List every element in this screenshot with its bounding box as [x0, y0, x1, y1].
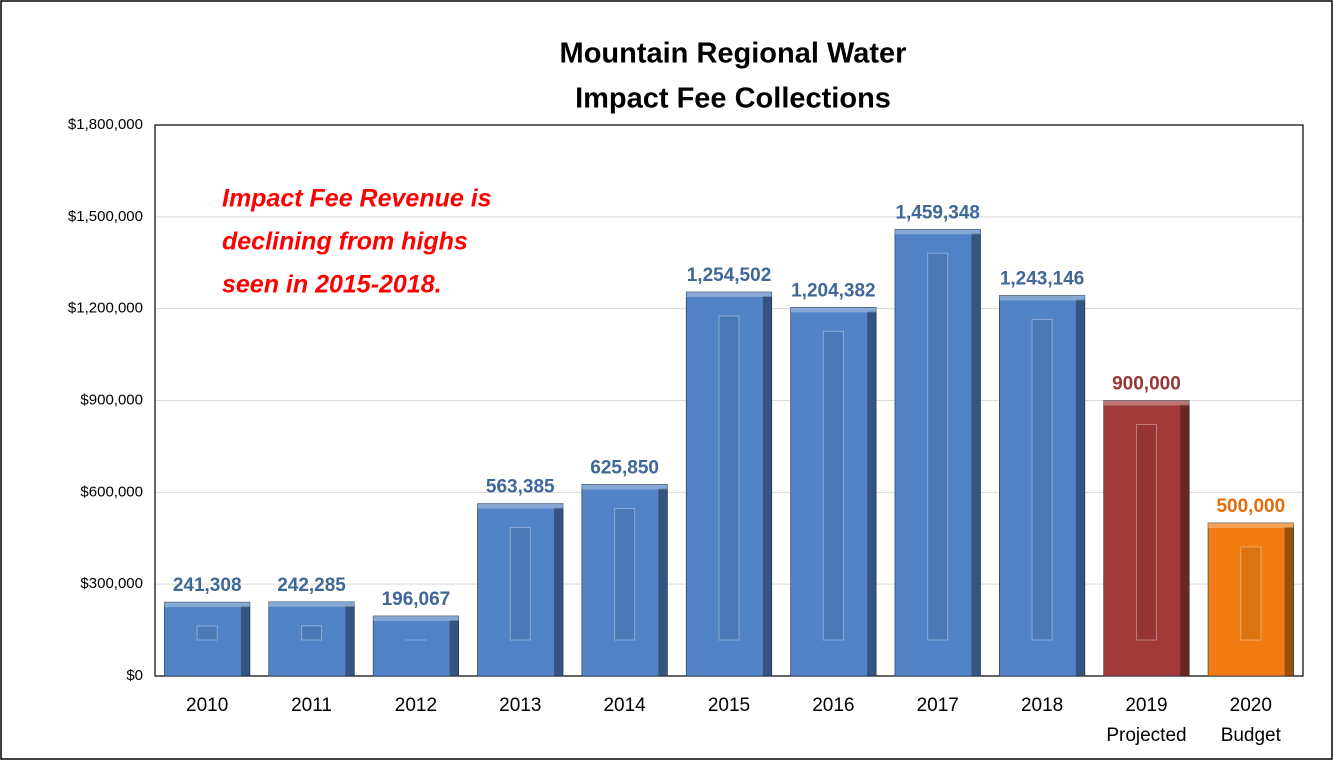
value-label: 1,254,502: [687, 265, 772, 286]
bar-bevel: [373, 615, 459, 621]
x-tick-label: 2020: [1230, 695, 1272, 716]
x-tick-label: Budget: [1221, 725, 1282, 746]
bar-bevel: [894, 229, 981, 235]
x-tick-label: 2010: [186, 695, 228, 716]
bar-bevel: [999, 295, 1085, 301]
bar-bevel: [927, 252, 949, 641]
x-tick-label: 2011: [291, 695, 332, 716]
x-tick-label: 2016: [812, 695, 854, 716]
annotation: seen in 2015-2018.: [222, 271, 442, 299]
value-label: 241,308: [173, 575, 242, 596]
bar-bevel: [509, 527, 531, 641]
chart-title: Mountain Regional Water: [560, 38, 907, 70]
bar: [372, 615, 459, 677]
y-tick-label: $1,500,000: [68, 208, 143, 225]
bar-bevel: [971, 233, 981, 677]
x-tick-label: 2019: [1125, 695, 1167, 716]
bar-bevel: [240, 606, 250, 676]
bar-bevel: [345, 605, 355, 676]
bar-bevel: [1240, 546, 1262, 641]
bar-bevel: [449, 619, 459, 676]
bar-bevel: [1180, 404, 1190, 676]
value-label: 900,000: [1112, 374, 1181, 395]
bar-bevel: [1135, 424, 1157, 641]
x-tick-label: 2017: [917, 695, 959, 716]
bar-bevel: [822, 330, 844, 641]
bar-bevel: [658, 488, 668, 676]
y-tick-label: $600,000: [80, 483, 143, 500]
bar-bevel: [301, 625, 323, 641]
value-label: 1,204,382: [791, 280, 876, 301]
y-tick-label: $1,800,000: [68, 116, 143, 133]
bar-bevel: [554, 507, 564, 676]
bar-bevel: [196, 625, 218, 641]
value-label: 196,067: [382, 589, 451, 610]
bar-bevel: [477, 503, 564, 509]
x-tick-label: 2018: [1021, 695, 1063, 716]
annotation: Impact Fee Revenue is: [222, 185, 492, 213]
bar-bevel: [1031, 318, 1053, 641]
bar: [790, 307, 877, 677]
x-tick-label: 2014: [603, 695, 646, 716]
bar: [581, 484, 668, 677]
bar: [477, 503, 564, 677]
bar: [999, 295, 1086, 677]
y-tick-label: $1,200,000: [68, 300, 143, 317]
value-label: 563,385: [486, 477, 555, 498]
bar-bevel: [268, 601, 355, 607]
annotation: declining from highs: [222, 228, 468, 256]
x-tick-label: 2012: [395, 695, 437, 716]
y-tick-label: $900,000: [80, 391, 143, 408]
bar-bevel: [790, 307, 877, 313]
chart-title: Impact Fee Collections: [575, 83, 891, 115]
bar: [894, 228, 981, 677]
value-label: 1,243,146: [1000, 268, 1085, 289]
bar-bevel: [1075, 299, 1085, 676]
bar-bevel: [1103, 400, 1190, 406]
bar-bevel: [867, 311, 877, 676]
x-tick-label: 2015: [708, 695, 750, 716]
x-tick-label: 2013: [499, 695, 541, 716]
value-label: 625,850: [590, 457, 659, 478]
value-label: 500,000: [1216, 496, 1285, 517]
x-tick-label: Projected: [1106, 725, 1186, 746]
y-tick-label: $300,000: [80, 575, 143, 592]
bar: [164, 601, 251, 677]
bar-bevel: [686, 291, 772, 297]
bar-bevel: [164, 602, 250, 608]
bar-bevel: [581, 484, 668, 490]
bar-bevel: [1284, 526, 1294, 676]
bar: [1103, 400, 1190, 677]
value-label: 242,285: [277, 575, 346, 596]
bar-bevel: [1208, 522, 1294, 528]
value-label: 1,459,348: [895, 202, 980, 223]
bar: [268, 601, 355, 677]
bar-bevel: [762, 295, 772, 676]
y-tick-label: $0: [126, 667, 143, 684]
bar-bevel: [718, 315, 740, 641]
bar: [685, 291, 773, 677]
bar: [1207, 522, 1294, 677]
bar-bevel: [614, 507, 636, 641]
